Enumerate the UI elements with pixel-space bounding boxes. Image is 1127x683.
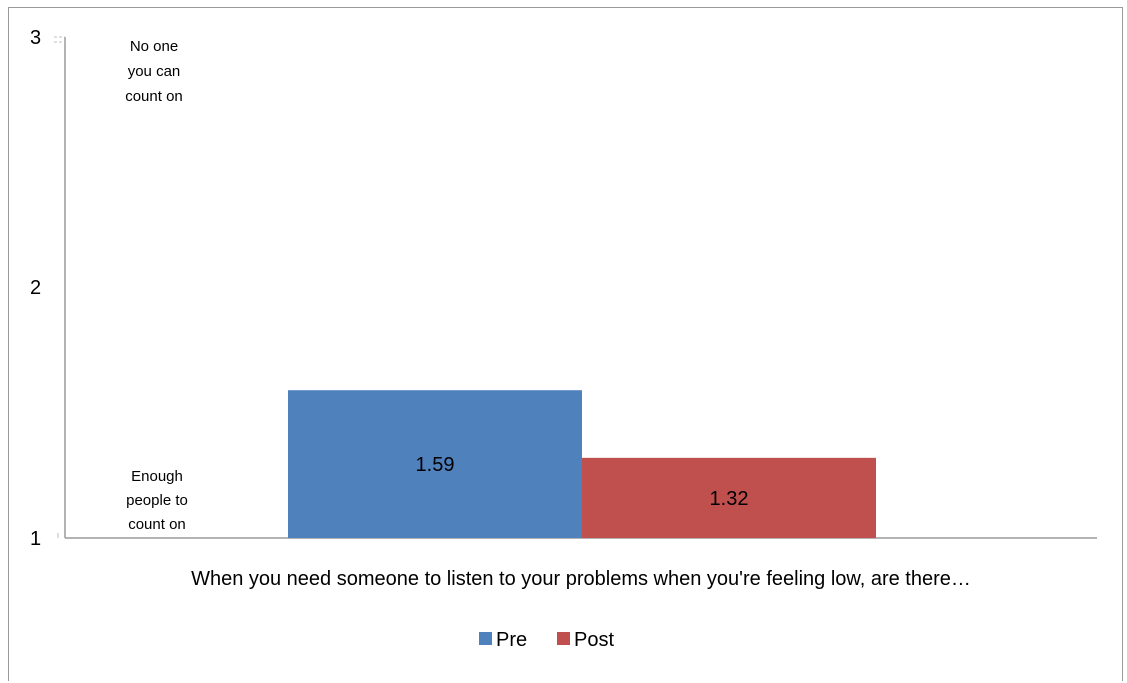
annotation-top-line-1: No one [130,38,178,55]
annotation-top-line-2: you can [128,63,181,80]
annotation-top: No one you can count on [125,38,183,105]
bar-pre [288,390,582,538]
legend: Pre Post [479,629,614,651]
legend-label-post: Post [574,629,614,651]
annotation-bottom: Enough people to count on [126,468,188,533]
chart-frame [8,7,1123,681]
legend-swatch-post [557,632,570,645]
legend-label-pre: Pre [496,629,527,651]
data-label-post: 1.32 [710,488,749,510]
y-tick-label-2: 2 [30,277,41,299]
legend-swatch-pre [479,632,492,645]
y-tick-label-3: 3 [30,27,41,49]
data-label-pre: 1.59 [416,454,455,476]
annotation-top-line-3: count on [125,88,183,105]
bar-post [582,457,876,538]
bars-group: 1.59 1.32 [288,390,876,538]
x-category-label: When you need someone to listen to your … [191,568,971,590]
y-tick-label-1: 1 [30,528,41,550]
annotation-bottom-line-3: count on [128,516,186,533]
annotation-bottom-line-1: Enough [131,468,183,485]
annotation-bottom-line-2: people to [126,492,188,509]
